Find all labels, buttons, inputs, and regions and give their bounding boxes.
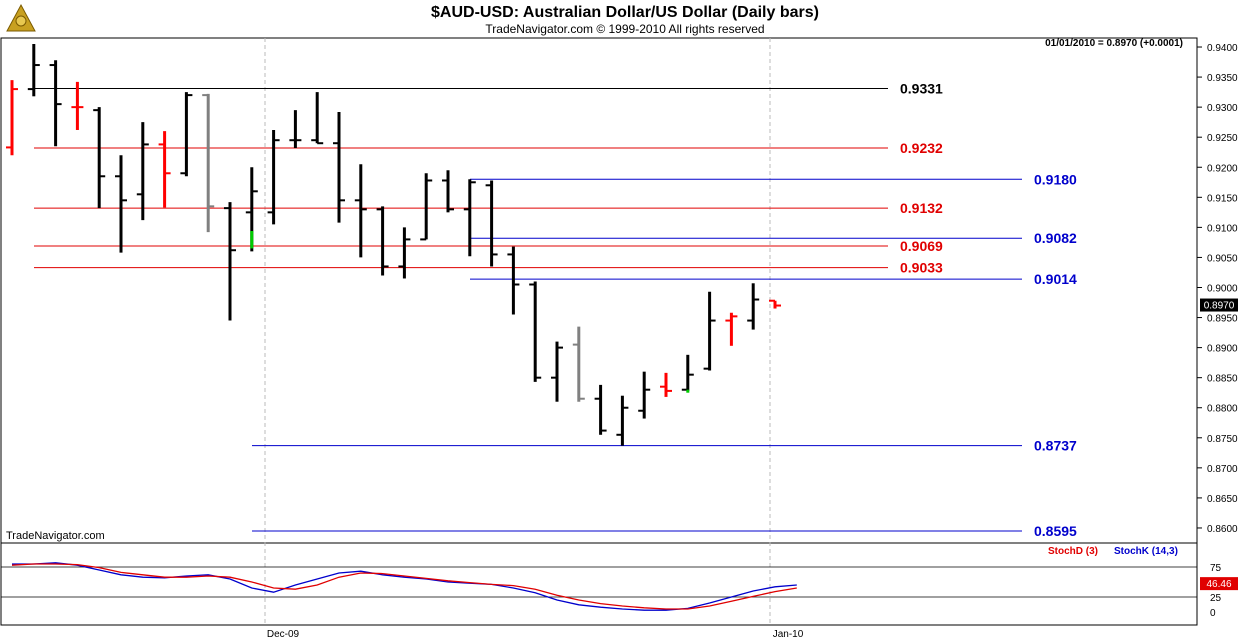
level-label: 0.9132 bbox=[900, 200, 943, 216]
level-label: 0.9014 bbox=[1034, 271, 1077, 287]
ohlc-bar bbox=[769, 299, 781, 309]
level-label: 0.9082 bbox=[1034, 230, 1077, 246]
y-tick-label: 0.8950 bbox=[1207, 314, 1238, 325]
ohlc-bar bbox=[747, 283, 760, 330]
watermark: TradeNavigator.com bbox=[6, 530, 105, 542]
level-label: 0.8595 bbox=[1034, 523, 1077, 539]
ohlc-bar bbox=[594, 384, 607, 435]
ohlc-bar bbox=[681, 354, 694, 391]
ohlc-bar bbox=[267, 129, 280, 225]
ohlc-bar bbox=[420, 173, 433, 241]
stoch-y-tick-label: 75 bbox=[1210, 563, 1222, 574]
stoch-y-tick-label: 25 bbox=[1210, 593, 1222, 604]
chart-subtitle: TradeNavigator.com © 1999-2010 All right… bbox=[485, 22, 764, 36]
level-label: 0.9069 bbox=[900, 238, 943, 254]
ohlc-bar bbox=[115, 155, 127, 253]
level-label: 0.9180 bbox=[1034, 171, 1077, 187]
ohlc-bar bbox=[376, 206, 389, 276]
ohlc-bar bbox=[49, 60, 62, 147]
chart-title: $AUD-USD: Australian Dollar/US Dollar (D… bbox=[431, 4, 819, 21]
ohlc-bar bbox=[703, 291, 716, 371]
ohlc-bar bbox=[507, 246, 520, 315]
stochastic-panel bbox=[0, 542, 1198, 626]
ohlc-bar bbox=[6, 80, 18, 156]
ohlc-bar bbox=[136, 122, 149, 221]
y-tick-label: 0.9300 bbox=[1207, 103, 1238, 114]
y-tick-label: 0.9150 bbox=[1207, 193, 1238, 204]
ohlc-bar bbox=[289, 110, 302, 149]
ohlc-bar bbox=[180, 92, 193, 177]
stoch-d-legend: StochD (3) bbox=[1048, 546, 1098, 557]
y-tick-label: 0.9350 bbox=[1207, 73, 1238, 84]
ohlc-bar bbox=[158, 131, 171, 208]
ohlc-bar bbox=[311, 92, 324, 145]
x-tick-label: Dec-09 bbox=[267, 629, 300, 640]
y-tick-label: 0.8800 bbox=[1207, 404, 1238, 415]
price-panel bbox=[0, 37, 1198, 544]
ohlc-bar bbox=[660, 372, 672, 397]
tradenavigator-sextant-icon bbox=[6, 3, 36, 32]
y-tick-label: 0.9400 bbox=[1207, 43, 1238, 54]
stoch-value-badge bbox=[1200, 577, 1238, 591]
x-tick-label: Jan-10 bbox=[773, 629, 804, 640]
ohlc-bar bbox=[529, 281, 542, 382]
ohlc-bar bbox=[398, 227, 411, 279]
ohlc-bar bbox=[572, 326, 585, 402]
y-tick-label: 0.8650 bbox=[1207, 494, 1238, 505]
ohlc-bar bbox=[224, 202, 236, 321]
stoch-k-legend: StochK (14,3) bbox=[1114, 546, 1178, 557]
stoch-value-text: 46.46 bbox=[1206, 579, 1231, 590]
ohlc-bar bbox=[354, 164, 367, 258]
svg-text:0.8970: 0.8970 bbox=[1204, 301, 1235, 312]
ohlc-bar bbox=[333, 111, 345, 223]
ohlc-bar bbox=[725, 312, 738, 346]
stoch-y-tick-label: 0 bbox=[1210, 608, 1216, 619]
y-tick-label: 0.8700 bbox=[1207, 464, 1238, 475]
y-tick-label: 0.9050 bbox=[1207, 253, 1238, 264]
ohlc-bar bbox=[463, 179, 476, 257]
y-tick-label: 0.9000 bbox=[1207, 283, 1238, 294]
y-tick-label: 0.8850 bbox=[1207, 374, 1238, 385]
ohlc-bar bbox=[551, 341, 563, 402]
level-label: 0.9033 bbox=[900, 260, 943, 276]
y-tick-label: 0.8750 bbox=[1207, 434, 1238, 445]
ohlc-bar bbox=[202, 93, 215, 233]
level-label: 0.9331 bbox=[900, 81, 943, 97]
ohlc-bar bbox=[616, 395, 629, 446]
y-tick-label: 0.9250 bbox=[1207, 133, 1238, 144]
y-tick-label: 0.9200 bbox=[1207, 163, 1238, 174]
level-label: 0.9232 bbox=[900, 140, 943, 156]
y-tick-label: 0.9100 bbox=[1207, 223, 1238, 234]
stoch-d-line bbox=[11, 563, 797, 610]
ohlc-bar bbox=[442, 170, 454, 213]
level-label: 0.8737 bbox=[1034, 438, 1077, 454]
ohlc-bar bbox=[485, 180, 498, 267]
y-tick-label: 0.8600 bbox=[1207, 524, 1238, 535]
ohlc-bar bbox=[638, 371, 651, 419]
ohlc-bar bbox=[27, 44, 40, 97]
stoch-k-line bbox=[12, 562, 797, 611]
ohlc-bar bbox=[93, 107, 106, 209]
y-tick-label: 0.8900 bbox=[1207, 344, 1238, 355]
current-price-badge: 0.8970 bbox=[1200, 298, 1238, 312]
ohlc-bar bbox=[71, 81, 84, 130]
last-value-readout: 01/01/2010 = 0.8970 (+0.0001) bbox=[1045, 38, 1183, 49]
